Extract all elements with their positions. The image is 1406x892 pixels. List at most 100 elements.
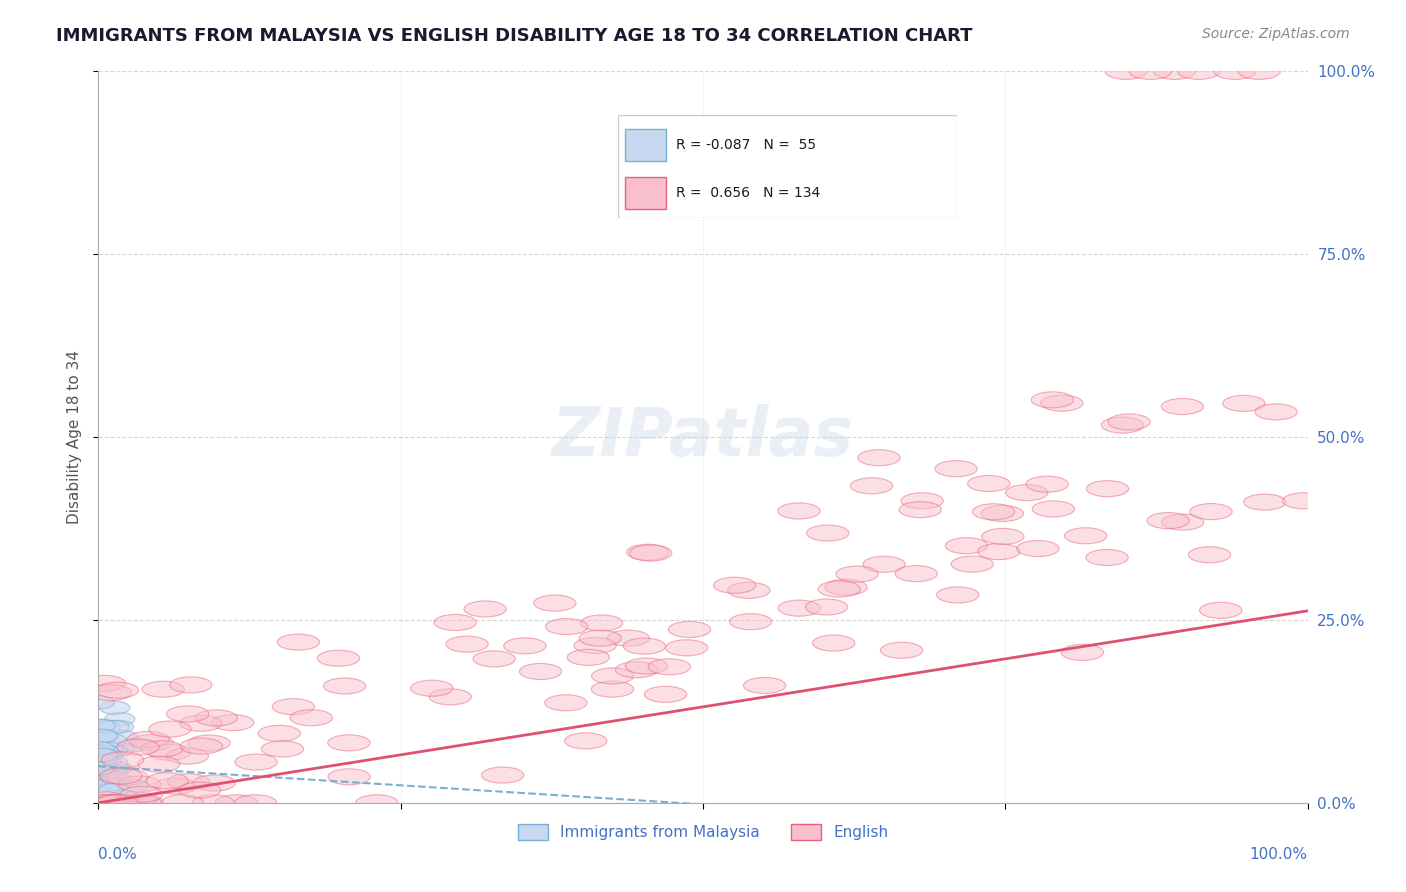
Ellipse shape <box>1032 500 1074 517</box>
Ellipse shape <box>84 723 114 737</box>
Ellipse shape <box>472 651 516 667</box>
Ellipse shape <box>1189 503 1232 520</box>
Ellipse shape <box>104 720 134 733</box>
Ellipse shape <box>503 638 546 654</box>
Ellipse shape <box>97 756 128 769</box>
Ellipse shape <box>273 698 315 714</box>
Ellipse shape <box>97 795 139 811</box>
Ellipse shape <box>98 721 129 733</box>
Ellipse shape <box>84 792 127 808</box>
Ellipse shape <box>235 795 277 811</box>
Ellipse shape <box>103 793 134 806</box>
Ellipse shape <box>616 662 658 678</box>
Ellipse shape <box>356 795 398 811</box>
Ellipse shape <box>87 747 118 761</box>
Ellipse shape <box>744 677 786 694</box>
Ellipse shape <box>1026 476 1069 492</box>
Ellipse shape <box>328 735 370 751</box>
Ellipse shape <box>108 790 139 804</box>
Ellipse shape <box>100 763 131 776</box>
Ellipse shape <box>630 545 672 561</box>
Ellipse shape <box>546 618 588 634</box>
Ellipse shape <box>96 795 138 811</box>
Ellipse shape <box>87 719 117 732</box>
Ellipse shape <box>1188 547 1230 563</box>
Ellipse shape <box>1147 513 1189 529</box>
Ellipse shape <box>166 706 209 722</box>
Ellipse shape <box>1243 494 1286 510</box>
Ellipse shape <box>87 730 117 743</box>
Ellipse shape <box>101 778 132 791</box>
Ellipse shape <box>193 775 235 791</box>
Ellipse shape <box>813 635 855 651</box>
Ellipse shape <box>89 756 118 769</box>
Ellipse shape <box>1161 514 1204 530</box>
Ellipse shape <box>89 767 118 780</box>
Ellipse shape <box>411 681 453 697</box>
Ellipse shape <box>120 795 162 811</box>
Ellipse shape <box>1087 481 1129 497</box>
Ellipse shape <box>96 682 139 698</box>
Ellipse shape <box>898 501 942 517</box>
Ellipse shape <box>84 756 115 769</box>
Ellipse shape <box>818 581 860 597</box>
Ellipse shape <box>627 544 669 560</box>
Ellipse shape <box>87 748 118 762</box>
Ellipse shape <box>128 793 157 805</box>
Ellipse shape <box>1105 63 1147 79</box>
Ellipse shape <box>96 795 138 811</box>
Ellipse shape <box>1254 404 1298 420</box>
Ellipse shape <box>464 601 506 617</box>
Ellipse shape <box>863 557 905 573</box>
Ellipse shape <box>94 795 136 811</box>
Ellipse shape <box>262 741 304 757</box>
Ellipse shape <box>84 719 115 732</box>
Ellipse shape <box>1062 644 1104 660</box>
Ellipse shape <box>87 753 117 766</box>
Ellipse shape <box>118 780 148 793</box>
Ellipse shape <box>581 615 623 631</box>
Ellipse shape <box>973 504 1015 520</box>
Ellipse shape <box>149 721 191 737</box>
Ellipse shape <box>259 725 301 741</box>
Ellipse shape <box>1017 541 1059 557</box>
Ellipse shape <box>1064 528 1107 544</box>
Ellipse shape <box>84 762 115 775</box>
Ellipse shape <box>97 765 127 778</box>
Ellipse shape <box>896 566 938 582</box>
Ellipse shape <box>127 731 170 747</box>
Ellipse shape <box>90 720 121 733</box>
Ellipse shape <box>93 775 124 789</box>
Ellipse shape <box>193 795 235 811</box>
Ellipse shape <box>104 713 135 726</box>
Ellipse shape <box>277 634 319 650</box>
Ellipse shape <box>153 778 197 794</box>
Ellipse shape <box>170 677 212 693</box>
Ellipse shape <box>195 710 238 726</box>
Ellipse shape <box>91 740 122 754</box>
Ellipse shape <box>149 744 191 760</box>
Ellipse shape <box>1108 414 1150 430</box>
Ellipse shape <box>84 752 114 765</box>
Ellipse shape <box>574 638 616 654</box>
Ellipse shape <box>434 615 477 631</box>
Ellipse shape <box>96 733 127 747</box>
Ellipse shape <box>778 503 820 519</box>
Ellipse shape <box>328 769 370 785</box>
Ellipse shape <box>117 739 159 756</box>
Ellipse shape <box>950 556 994 572</box>
Ellipse shape <box>167 773 209 789</box>
Ellipse shape <box>977 543 1019 559</box>
Ellipse shape <box>1005 484 1047 500</box>
Ellipse shape <box>626 658 668 674</box>
Ellipse shape <box>936 587 979 603</box>
Ellipse shape <box>84 696 114 709</box>
Ellipse shape <box>519 664 561 680</box>
Ellipse shape <box>880 642 922 658</box>
Ellipse shape <box>179 782 221 798</box>
Ellipse shape <box>87 730 118 742</box>
Ellipse shape <box>131 734 173 750</box>
Ellipse shape <box>1153 63 1195 79</box>
Ellipse shape <box>1040 395 1083 411</box>
Ellipse shape <box>166 748 208 764</box>
